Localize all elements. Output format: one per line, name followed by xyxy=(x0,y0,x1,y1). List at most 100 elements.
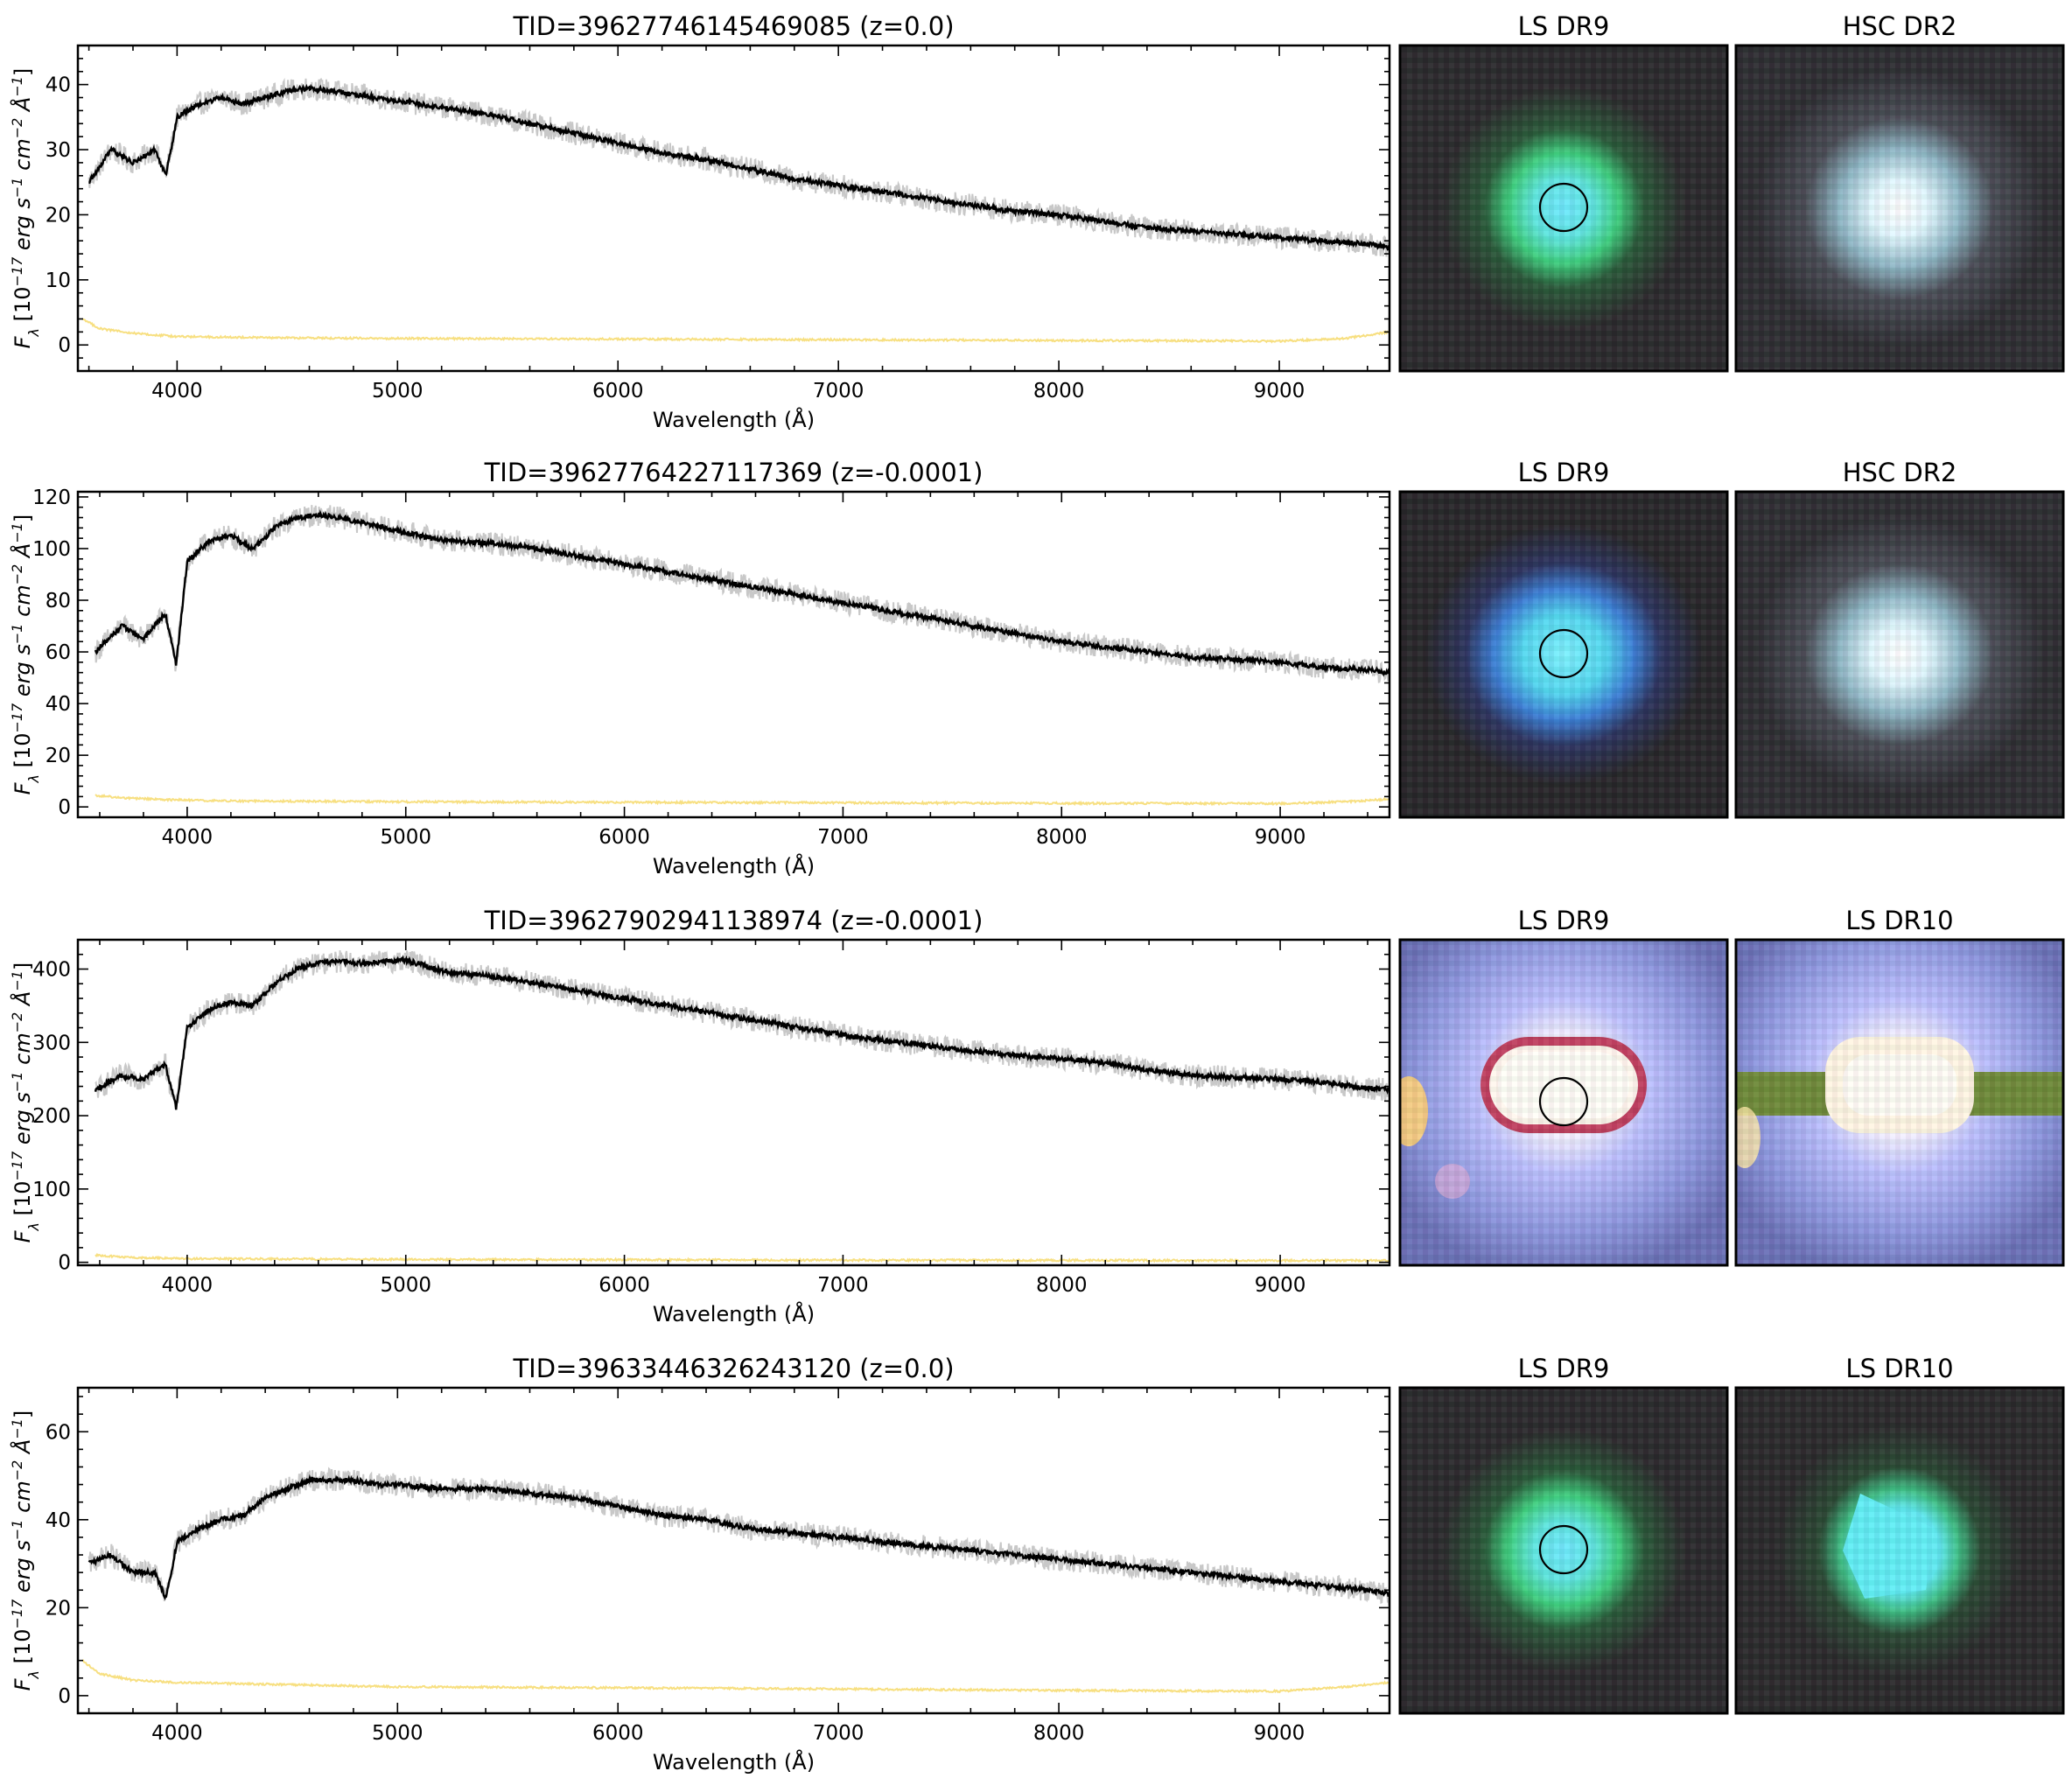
plot-frame xyxy=(76,44,1391,373)
y-tick-label: 100 xyxy=(32,1179,71,1201)
cutout-image-ls-dr10: LS DR10 xyxy=(1734,906,2065,1267)
y-tick-label: 40 xyxy=(46,693,71,716)
y-tick-label: 20 xyxy=(46,204,71,227)
cutout-label: LS DR10 xyxy=(1845,1354,1953,1383)
x-tick-label: 4000 xyxy=(151,380,203,402)
y-tick-label: 60 xyxy=(46,641,71,664)
y-tick-label: 120 xyxy=(32,486,71,509)
cutout-label: LS DR10 xyxy=(1845,906,1953,935)
x-tick-label: 5000 xyxy=(380,1274,431,1297)
series-ivar xyxy=(81,318,1390,344)
x-tick-label: 5000 xyxy=(372,380,424,402)
series-ivar xyxy=(81,1659,1390,1694)
spectrum-title: TID=39627746145469085 (z=0.0) xyxy=(512,11,954,41)
series-model xyxy=(88,1474,1390,1601)
cutout-label: HSC DR2 xyxy=(1843,458,1957,487)
x-tick-label: 8000 xyxy=(1033,1722,1085,1745)
fiber-circle xyxy=(1538,1076,1589,1127)
cutout-frame xyxy=(1398,490,1729,819)
y-tick-label: 300 xyxy=(32,1032,71,1054)
cutout-frame xyxy=(1734,44,2065,373)
cutout-image-ls-dr9: LS DR9 xyxy=(1398,906,1729,1267)
spectrum-panel-4: TID=39633446326243120 (z=0.0)4000 5000 600… xyxy=(9,1354,2065,1774)
cutout-frame xyxy=(1398,938,1729,1267)
x-tick-label: 9000 xyxy=(1254,380,1306,402)
y-tick-label: 0 xyxy=(58,1685,71,1708)
y-tick-label: 100 xyxy=(32,538,71,561)
y-axis-label: Fλ [10−17 erg s−1 cm−2 Å−1] xyxy=(9,1410,42,1691)
x-tick-label: 4000 xyxy=(162,826,214,849)
x-tick-label: 9000 xyxy=(1254,1722,1306,1745)
x-tick-label: 7000 xyxy=(817,1274,869,1297)
series-flux xyxy=(94,505,1390,683)
spectrum-panel-2: TID=39627764227117369 (z=-0.0001) 4000 500… xyxy=(9,458,2065,878)
plot-frame xyxy=(76,1386,1391,1715)
x-tick-label: 6000 xyxy=(598,1274,650,1297)
spectrum-title: TID=39627764227117369 (z=-0.0001) xyxy=(484,458,984,487)
spectrum-panel-1: TID=39627746145469085 (z=0.0) 4000 5000 600… xyxy=(9,11,2065,432)
cutout-image-ls-dr10: LS DR10 xyxy=(1734,1354,2065,1715)
x-tick-label: 8000 xyxy=(1036,826,1088,849)
x-tick-label: 9000 xyxy=(1255,826,1306,849)
cutout-label: HSC DR2 xyxy=(1843,11,1957,41)
cutout-label: LS DR9 xyxy=(1518,458,1610,487)
series-model xyxy=(88,83,1390,251)
cutout-frame xyxy=(1734,490,2065,819)
x-tick-label: 6000 xyxy=(592,1722,644,1745)
plot-frame xyxy=(76,490,1391,819)
plot-frame xyxy=(76,938,1391,1267)
x-axis-label: Wavelength (Å) xyxy=(653,853,815,878)
cutout-image-hsc-dr2: HSC DR2 xyxy=(1734,458,2065,819)
y-tick-label: 60 xyxy=(46,1421,71,1444)
series-flux xyxy=(88,1466,1390,1606)
spectrum-title: TID=39627902941138974 (z=-0.0001) xyxy=(484,906,984,935)
fiber-circle xyxy=(1538,1524,1589,1575)
x-tick-label: 7000 xyxy=(813,380,864,402)
x-axis-label: Wavelength (Å) xyxy=(653,1301,815,1326)
x-axis-label: Wavelength (Å) xyxy=(653,1749,815,1774)
cutout-label: LS DR9 xyxy=(1518,11,1610,41)
x-tick-label: 4000 xyxy=(151,1722,203,1745)
x-tick-label: 6000 xyxy=(598,826,650,849)
y-axis-label: Fλ [10−17 erg s−1 cm−2 Å−1] xyxy=(9,514,42,795)
cutout-image-ls-dr9: LS DR9 xyxy=(1398,1354,1729,1715)
x-tick-label: 5000 xyxy=(380,826,431,849)
series-model xyxy=(94,509,1390,677)
x-tick-label: 6000 xyxy=(592,380,644,402)
cutout-image-ls-dr9: LS DR9 xyxy=(1398,11,1729,373)
y-axis-label: Fλ [10−17 erg s−1 cm−2 Å−1] xyxy=(9,962,42,1243)
x-axis-label: Wavelength (Å) xyxy=(653,407,815,432)
x-tick-label: 7000 xyxy=(813,1722,864,1745)
cutout-image-ls-dr9: LS DR9 xyxy=(1398,458,1729,819)
cutout-image-hsc-dr2: HSC DR2 xyxy=(1734,11,2065,373)
y-tick-label: 0 xyxy=(58,796,71,819)
y-tick-label: 20 xyxy=(46,745,71,767)
spectrum-title: TID=39633446326243120 (z=0.0) xyxy=(512,1354,954,1383)
y-axis-label: Fλ [10−17 erg s−1 cm−2 Å−1] xyxy=(9,68,42,349)
x-tick-label: 9000 xyxy=(1255,1274,1306,1297)
cutout-frame xyxy=(1398,1386,1729,1715)
series-ivar xyxy=(94,1252,1390,1264)
x-tick-label: 4000 xyxy=(162,1274,214,1297)
cutout-frame xyxy=(1398,44,1729,373)
y-tick-label: 10 xyxy=(46,270,71,292)
x-tick-label: 5000 xyxy=(372,1722,424,1745)
series-ivar xyxy=(94,794,1390,807)
y-tick-label: 80 xyxy=(46,590,71,612)
cutout-label: LS DR9 xyxy=(1518,906,1610,935)
series-model xyxy=(94,955,1390,1110)
y-tick-label: 20 xyxy=(46,1597,71,1620)
y-tick-label: 40 xyxy=(46,74,71,97)
y-tick-label: 0 xyxy=(58,334,71,357)
x-tick-label: 7000 xyxy=(817,826,869,849)
spectrum-panel-3: TID=39627902941138974 (z=-0.0001) 4000 500… xyxy=(9,906,2065,1326)
fiber-circle xyxy=(1538,628,1589,679)
y-tick-label: 40 xyxy=(46,1509,71,1532)
x-tick-label: 8000 xyxy=(1036,1274,1088,1297)
y-tick-label: 200 xyxy=(32,1105,71,1128)
y-tick-label: 0 xyxy=(58,1252,71,1275)
cutout-frame xyxy=(1734,1386,2065,1715)
y-tick-label: 30 xyxy=(46,139,71,162)
x-tick-label: 8000 xyxy=(1033,380,1085,402)
